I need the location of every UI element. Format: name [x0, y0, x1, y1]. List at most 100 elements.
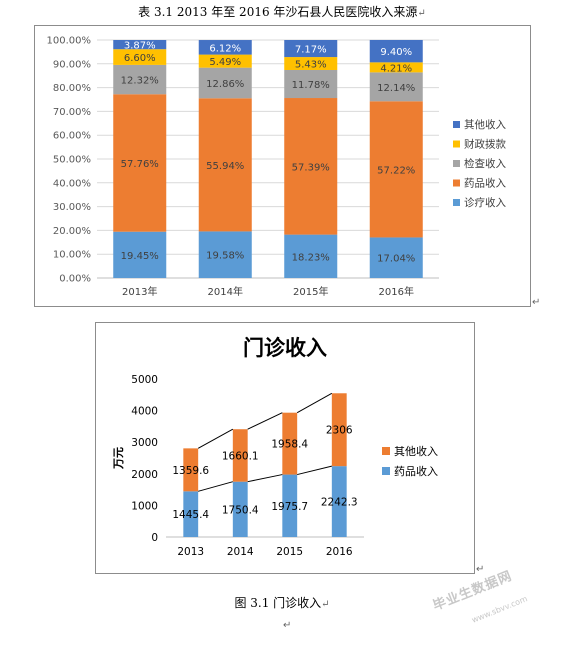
data-label: 17.04%	[377, 254, 415, 265]
legend-label: 检查收入	[464, 157, 506, 170]
legend-swatch	[382, 467, 390, 475]
legend-swatch	[382, 447, 390, 455]
data-label: 1445.4	[172, 509, 209, 521]
legend-label: 诊疗收入	[464, 196, 506, 209]
data-label: 11.78%	[292, 80, 330, 91]
series-line	[197, 428, 234, 449]
bar-segment	[198, 98, 252, 232]
x-tick-label: 2013	[177, 546, 204, 558]
bar-segment	[369, 39, 423, 63]
bar-segment	[113, 94, 167, 232]
data-label: 19.58%	[206, 251, 244, 262]
data-label: 1359.6	[172, 465, 209, 477]
legend-label: 药品收入	[394, 464, 438, 478]
outpatient-income-chart: 门诊收入 0 1000 2000 3000 4000 5000 万元 1445.4 1359.6 2…	[112, 336, 438, 558]
bar-segment	[198, 54, 252, 68]
bar-segment	[369, 237, 423, 278]
data-label: 6.12%	[209, 43, 241, 54]
y-tick-label: 40.00%	[53, 178, 91, 189]
x-tick-label: 2016	[326, 546, 353, 558]
y-tick-label: 50.00%	[53, 155, 91, 166]
x-tick-label: 2015年	[293, 285, 328, 298]
figure-caption-text: 图 3.1 门诊收入	[234, 596, 322, 610]
data-label: 7.17%	[295, 45, 327, 56]
series-line	[296, 392, 333, 414]
data-label: 1958.4	[271, 439, 308, 451]
bar-segment	[282, 474, 298, 537]
legend-label: 其他收入	[464, 118, 506, 131]
legend-swatch	[453, 121, 460, 128]
data-label: 4.21%	[380, 63, 412, 74]
x-tick-label: 2014年	[208, 285, 243, 298]
legend-swatch	[453, 199, 460, 206]
income-share-chart-frame: 0.00% 10.00% 20.00% 30.00% 40.00% 50.00% 60.00…	[34, 25, 531, 307]
series-line	[198, 481, 233, 492]
data-label: 2306	[326, 425, 353, 437]
y-tick-label: 100.00%	[47, 36, 92, 47]
table-title-text: 表 3.1 2013 年至 2016 年沙石县人民医院收入来源	[138, 5, 418, 19]
y-tick-label: 1000	[131, 500, 158, 512]
bar-segment	[113, 64, 167, 95]
figure-caption: 图 3.1 门诊收入↵	[0, 594, 564, 611]
legend-label: 药品收入	[464, 177, 506, 190]
data-label: 12.86%	[206, 79, 244, 90]
bar-segment	[113, 40, 167, 50]
bar-segment	[113, 231, 167, 278]
y-tick-label: 30.00%	[53, 202, 91, 213]
y-tick-label: 80.00%	[53, 83, 91, 94]
y-tick-label: 4000	[131, 406, 158, 418]
y-tick-label: 60.00%	[53, 131, 91, 142]
data-label: 12.14%	[377, 83, 415, 94]
y-tick-label: 10.00%	[53, 250, 91, 261]
series-line	[247, 474, 283, 483]
bar-segment	[282, 412, 298, 475]
legend-swatch	[453, 179, 460, 187]
bar-segment	[369, 101, 423, 238]
bar-segment	[198, 67, 252, 99]
bar-segment	[284, 57, 338, 70]
bar-segment	[331, 393, 347, 467]
y-axis-label: 万元	[112, 447, 125, 470]
bar-segment	[284, 234, 338, 278]
y-tick-label: 3000	[131, 437, 158, 449]
chart-title: 门诊收入	[243, 336, 327, 360]
data-label: 2242.3	[321, 497, 358, 509]
paragraph-mark: ↵	[321, 599, 330, 610]
y-tick-label: 90.00%	[53, 59, 91, 70]
data-label: 57.39%	[292, 162, 330, 173]
bar-segment	[284, 98, 338, 235]
outpatient-income-chart-frame: 门诊收入 0 1000 2000 3000 4000 5000 万元 1445.4 1359.6 2…	[95, 322, 475, 574]
bar-segment	[232, 429, 248, 482]
data-label: 55.94%	[206, 161, 244, 172]
data-label: 5.43%	[295, 60, 327, 71]
data-label: 57.76%	[121, 159, 159, 170]
y-tick-label: 0.00%	[59, 274, 91, 285]
bar-segment	[284, 69, 338, 99]
series-line	[247, 412, 283, 430]
x-tick-label: 2016年	[379, 285, 414, 298]
y-tick-label: 2000	[131, 469, 158, 481]
y-tick-label: 0	[151, 532, 158, 544]
bar-segment	[198, 231, 252, 278]
bar-segment	[284, 40, 338, 58]
paragraph-mark: ↵	[283, 620, 292, 631]
y-tick-label: 20.00%	[53, 226, 91, 237]
y-tick-label: 70.00%	[53, 107, 91, 118]
bar-segment	[331, 466, 347, 537]
data-label: 1750.4	[222, 504, 259, 516]
paragraph-mark: ↵	[417, 8, 426, 19]
data-label: 12.32%	[121, 76, 159, 87]
data-label: 1660.1	[222, 450, 259, 462]
data-label: 6.60%	[124, 53, 156, 64]
data-label: 5.49%	[209, 57, 241, 68]
data-label: 3.87%	[124, 41, 156, 52]
bar-segment	[113, 49, 167, 65]
data-label: 9.40%	[380, 47, 412, 58]
x-tick-label: 2013年	[122, 285, 157, 298]
data-label: 19.45%	[121, 251, 159, 262]
y-tick-label: 5000	[131, 374, 158, 386]
data-label: 57.22%	[377, 165, 415, 176]
paragraph-mark: ↵	[532, 297, 541, 308]
data-label: 1975.7	[271, 501, 308, 513]
bar-segment	[369, 62, 423, 73]
